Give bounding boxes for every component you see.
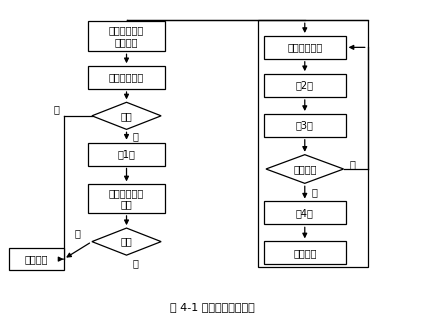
Text: （1）: （1） — [118, 149, 136, 159]
Polygon shape — [266, 155, 343, 183]
Bar — [88, 21, 165, 51]
Text: （3）: （3） — [296, 121, 314, 130]
Text: 否: 否 — [54, 104, 60, 114]
Text: 维护要求评价: 维护要求评价 — [109, 73, 144, 83]
Bar — [264, 241, 346, 264]
Text: 合理: 合理 — [121, 111, 133, 121]
Text: 是: 是 — [133, 131, 139, 141]
Bar — [264, 114, 346, 137]
Text: 用户提交维护
申请报告: 用户提交维护 申请报告 — [109, 25, 144, 47]
Text: 提交管理部门
审批: 提交管理部门 审批 — [109, 188, 144, 209]
Text: 是: 是 — [133, 258, 139, 268]
Bar — [88, 184, 165, 213]
Bar — [9, 248, 64, 270]
Text: 是: 是 — [311, 187, 317, 197]
Text: 撤销申请: 撤销申请 — [25, 254, 48, 264]
Polygon shape — [92, 228, 161, 255]
Polygon shape — [92, 102, 161, 129]
Text: （2）: （2） — [296, 81, 314, 91]
Text: 否: 否 — [75, 229, 81, 239]
Bar — [264, 202, 346, 225]
Bar — [264, 74, 346, 97]
Text: 满足要求: 满足要求 — [293, 164, 317, 174]
Bar — [258, 20, 368, 267]
Text: 通过: 通过 — [121, 237, 133, 247]
Text: 交付使用: 交付使用 — [293, 248, 317, 258]
Bar — [88, 66, 165, 89]
Text: 图 4-1 系统维护工作程序: 图 4-1 系统维护工作程序 — [170, 302, 255, 312]
Bar — [264, 36, 346, 59]
Bar — [88, 143, 165, 166]
Text: 制订维护计划: 制订维护计划 — [287, 42, 323, 52]
Text: 否: 否 — [350, 159, 356, 169]
Text: （4）: （4） — [296, 208, 314, 218]
